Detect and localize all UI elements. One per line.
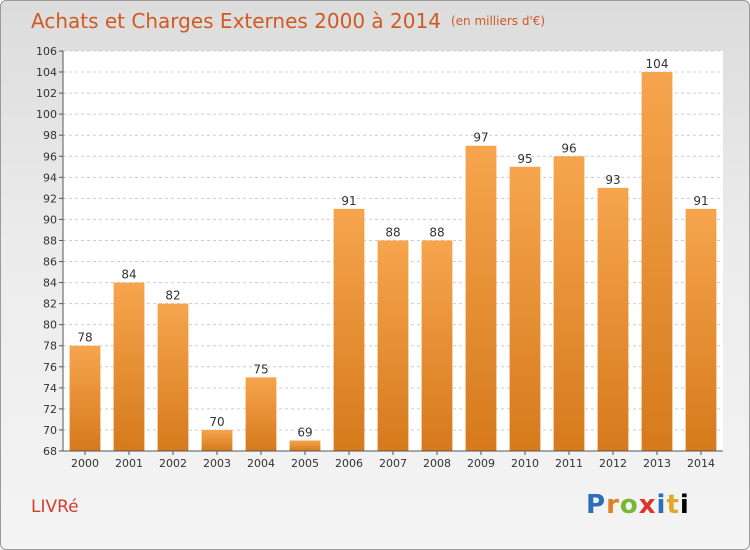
- bar-2001: [113, 282, 145, 451]
- bar-value-label: 95: [517, 152, 532, 166]
- bar-2011: [553, 156, 585, 451]
- bar-value-label: 93: [605, 173, 620, 187]
- bar-value-label: 78: [77, 331, 92, 345]
- y-tick-label: 74: [43, 382, 57, 395]
- bar-value-label: 69: [297, 425, 312, 439]
- y-tick-label: 90: [43, 213, 57, 226]
- bar-value-label: 91: [693, 194, 708, 208]
- y-tick-label: 86: [43, 256, 57, 269]
- proxiti-logo: Proxiti: [586, 490, 690, 520]
- x-tick-label: 2009: [467, 457, 495, 470]
- bar-2012: [597, 187, 629, 451]
- x-tick-label: 2008: [423, 457, 451, 470]
- bar-value-label: 70: [209, 415, 224, 429]
- x-axis-labels: 2000 2001 2002 2003 2004 2005 2006 2007 2008 2009…: [71, 451, 715, 470]
- x-tick-label: 2003: [203, 457, 231, 470]
- y-tick-label: 92: [43, 192, 57, 205]
- y-tick-label: 68: [43, 445, 57, 458]
- bar-value-label: 97: [473, 131, 488, 145]
- bar-value-label: 88: [385, 225, 400, 239]
- bar-2013: [641, 72, 673, 451]
- bar-value-label: 75: [253, 362, 268, 376]
- chart-title-text: Achats et Charges Externes 2000 à 2014: [31, 9, 441, 33]
- y-tick-label: 106: [36, 45, 57, 58]
- x-tick-label: 2014: [687, 457, 715, 470]
- y-tick-label: 84: [43, 277, 57, 290]
- city-name: LIVRé: [31, 497, 79, 517]
- x-tick-label: 2001: [115, 457, 143, 470]
- bar-2009: [465, 145, 497, 451]
- bars: 78 84 82 70 75 69 91 88 88 97 95 96 93 104 91: [69, 57, 717, 451]
- y-tick-label: 88: [43, 234, 57, 247]
- bar-2000: [69, 345, 101, 451]
- x-tick-label: 2006: [335, 457, 363, 470]
- x-tick-label: 2004: [247, 457, 275, 470]
- y-tick-label: 70: [43, 424, 57, 437]
- y-tick-label: 100: [36, 108, 57, 121]
- y-tick-label: 94: [43, 171, 57, 184]
- bar-value-label: 82: [165, 289, 180, 303]
- y-tick-label: 96: [43, 150, 57, 163]
- bar-value-label: 104: [646, 57, 669, 71]
- bar-value-label: 91: [341, 194, 356, 208]
- bar-2005: [289, 440, 321, 451]
- chart-unit: (en milliers d'€): [450, 14, 546, 28]
- x-tick-label: 2013: [643, 457, 671, 470]
- x-tick-label: 2000: [71, 457, 99, 470]
- x-tick-label: 2012: [599, 457, 627, 470]
- x-tick-label: 2010: [511, 457, 539, 470]
- x-tick-label: 2011: [555, 457, 583, 470]
- bar-value-label: 88: [429, 225, 444, 239]
- x-tick-label: 2007: [379, 457, 407, 470]
- bar-2007: [377, 240, 409, 451]
- y-tick-label: 102: [36, 87, 57, 100]
- x-tick-label: 2005: [291, 457, 319, 470]
- bar-2008: [421, 240, 453, 451]
- bar-value-label: 96: [561, 141, 576, 155]
- bar-2004: [245, 377, 277, 451]
- x-tick-label: 2002: [159, 457, 187, 470]
- bar-2014: [685, 208, 717, 451]
- bar-2003: [201, 429, 233, 451]
- y-tick-label: 82: [43, 298, 57, 311]
- bar-value-label: 84: [121, 268, 136, 282]
- y-axis-labels: 68 70 72 74 76 78 80 82 84 86 88 90 92 94 96 98 100 102 10…: [36, 45, 57, 458]
- y-tick-label: 72: [43, 403, 57, 416]
- y-tick-label: 76: [43, 361, 57, 374]
- chart-title: Achats et Charges Externes 2000 à 2014 (e…: [31, 9, 545, 33]
- y-tick-label: 104: [36, 66, 57, 79]
- bar-2002: [157, 303, 189, 451]
- y-tick-label: 78: [43, 340, 57, 353]
- bar-2006: [333, 208, 365, 451]
- y-tick-label: 98: [43, 129, 57, 142]
- y-tick-label: 80: [43, 319, 57, 332]
- bar-2010: [509, 166, 541, 451]
